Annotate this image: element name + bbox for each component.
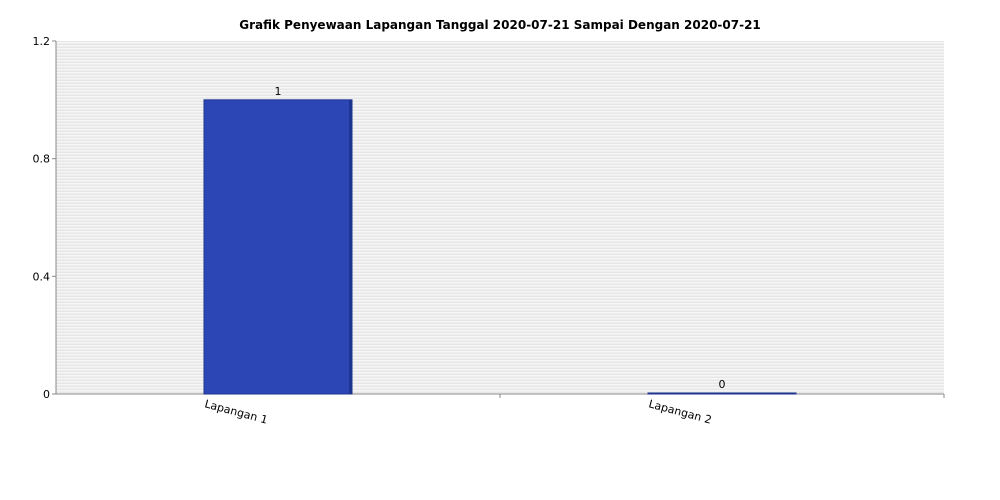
bars — [203, 99, 797, 395]
chart-title: Grafik Penyewaan Lapangan Tanggal 2020-0… — [239, 18, 761, 32]
bar-2 — [647, 392, 797, 395]
y-tick-label: 1.2 — [33, 35, 51, 48]
value-labels: 10 — [275, 85, 726, 391]
category-label: Lapangan 1 — [203, 397, 269, 426]
plot-area — [56, 41, 944, 394]
bar-shade — [349, 99, 352, 394]
value-label: 0 — [719, 378, 726, 391]
y-axis-ticks: 0 0.4 0.8 1.2 — [33, 35, 56, 401]
category-label: Lapangan 2 — [647, 397, 713, 426]
category-labels: Lapangan 1 Lapangan 2 — [203, 397, 713, 426]
y-tick-label: 0.8 — [33, 153, 51, 166]
bar-1 — [203, 99, 353, 395]
y-tick-label: 0 — [43, 388, 50, 401]
bar-shade — [793, 393, 796, 394]
value-label: 1 — [275, 85, 282, 98]
y-tick-label: 0.4 — [33, 270, 51, 283]
